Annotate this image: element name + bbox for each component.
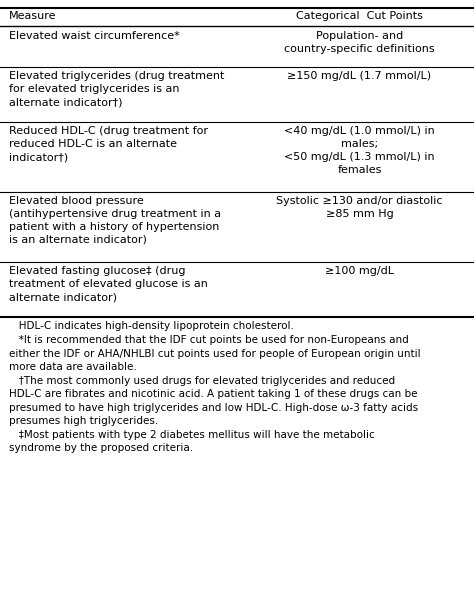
Text: Measure: Measure bbox=[9, 11, 56, 21]
Text: Elevated fasting glucose‡ (drug
treatment of elevated glucose is an
alternate in: Elevated fasting glucose‡ (drug treatmen… bbox=[9, 266, 208, 302]
Text: HDL-C are fibrates and nicotinic acid. A patient taking 1 of these drugs can be: HDL-C are fibrates and nicotinic acid. A… bbox=[9, 389, 417, 399]
Text: ≥150 mg/dL (1.7 mmol/L): ≥150 mg/dL (1.7 mmol/L) bbox=[287, 72, 432, 82]
Text: Systolic ≥130 and/or diastolic
≥85 mm Hg: Systolic ≥130 and/or diastolic ≥85 mm Hg bbox=[276, 197, 443, 219]
Text: Population- and
country-specific definitions: Population- and country-specific definit… bbox=[284, 31, 435, 54]
Text: ≥100 mg/dL: ≥100 mg/dL bbox=[325, 266, 394, 276]
Text: more data are available.: more data are available. bbox=[9, 362, 137, 372]
Text: Elevated blood pressure
(antihypertensive drug treatment in a
patient with a his: Elevated blood pressure (antihypertensiv… bbox=[9, 197, 221, 245]
Text: HDL-C indicates high-density lipoprotein cholesterol.: HDL-C indicates high-density lipoprotein… bbox=[9, 322, 293, 331]
Text: Categorical  Cut Points: Categorical Cut Points bbox=[296, 11, 423, 21]
Text: Elevated waist circumference*: Elevated waist circumference* bbox=[9, 31, 179, 41]
Text: <40 mg/dL (1.0 mmol/L) in
males;
<50 mg/dL (1.3 mmol/L) in
females: <40 mg/dL (1.0 mmol/L) in males; <50 mg/… bbox=[284, 126, 435, 175]
Text: syndrome by the proposed criteria.: syndrome by the proposed criteria. bbox=[9, 444, 192, 453]
Text: ‡Most patients with type 2 diabetes mellitus will have the metabolic: ‡Most patients with type 2 diabetes mell… bbox=[9, 430, 374, 440]
Text: Reduced HDL-C (drug treatment for
reduced HDL-C is an alternate
indicator†): Reduced HDL-C (drug treatment for reduce… bbox=[9, 126, 208, 162]
Text: *It is recommended that the IDF cut points be used for non-Europeans and: *It is recommended that the IDF cut poin… bbox=[9, 335, 408, 345]
Text: presumed to have high triglycerides and low HDL-C. High-dose ω-3 fatty acids: presumed to have high triglycerides and … bbox=[9, 403, 418, 413]
Text: †The most commonly used drugs for elevated triglycerides and reduced: †The most commonly used drugs for elevat… bbox=[9, 376, 395, 386]
Text: either the IDF or AHA/NHLBI cut points used for people of European origin until: either the IDF or AHA/NHLBI cut points u… bbox=[9, 349, 420, 359]
Text: Elevated triglycerides (drug treatment
for elevated triglycerides is an
alternat: Elevated triglycerides (drug treatment f… bbox=[9, 72, 224, 107]
Text: presumes high triglycerides.: presumes high triglycerides. bbox=[9, 416, 158, 426]
